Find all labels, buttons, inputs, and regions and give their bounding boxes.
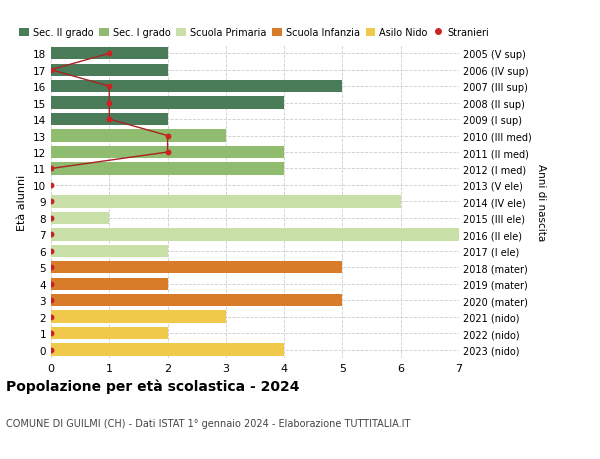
Point bbox=[104, 83, 114, 90]
Bar bbox=[51, 262, 343, 274]
Bar bbox=[51, 163, 284, 175]
Bar bbox=[51, 114, 167, 126]
Bar bbox=[51, 97, 284, 110]
Point bbox=[46, 182, 56, 189]
Bar bbox=[51, 245, 167, 257]
Bar bbox=[51, 146, 284, 159]
Point bbox=[46, 297, 56, 304]
Point bbox=[46, 247, 56, 255]
Point bbox=[104, 50, 114, 58]
Point bbox=[46, 198, 56, 206]
Point bbox=[46, 67, 56, 74]
Y-axis label: Anni di nascita: Anni di nascita bbox=[536, 163, 546, 241]
Point bbox=[46, 231, 56, 239]
Bar bbox=[51, 229, 459, 241]
Point bbox=[46, 280, 56, 288]
Bar bbox=[51, 48, 167, 60]
Point bbox=[163, 133, 172, 140]
Bar bbox=[51, 311, 226, 323]
Bar bbox=[51, 294, 343, 307]
Text: COMUNE DI GUILMI (CH) - Dati ISTAT 1° gennaio 2024 - Elaborazione TUTTITALIA.IT: COMUNE DI GUILMI (CH) - Dati ISTAT 1° ge… bbox=[6, 418, 410, 428]
Point bbox=[46, 264, 56, 271]
Point bbox=[46, 313, 56, 321]
Point bbox=[163, 149, 172, 157]
Point bbox=[104, 116, 114, 123]
Bar bbox=[51, 344, 284, 356]
Bar bbox=[51, 64, 167, 77]
Point bbox=[46, 215, 56, 222]
Bar bbox=[51, 196, 401, 208]
Text: Popolazione per età scolastica - 2024: Popolazione per età scolastica - 2024 bbox=[6, 379, 299, 393]
Point bbox=[104, 100, 114, 107]
Point bbox=[46, 165, 56, 173]
Bar bbox=[51, 212, 109, 224]
Bar bbox=[51, 327, 167, 340]
Y-axis label: Età alunni: Età alunni bbox=[17, 174, 28, 230]
Bar bbox=[51, 130, 226, 142]
Point bbox=[46, 330, 56, 337]
Bar bbox=[51, 81, 343, 93]
Legend: Sec. II grado, Sec. I grado, Scuola Primaria, Scuola Infanzia, Asilo Nido, Stran: Sec. II grado, Sec. I grado, Scuola Prim… bbox=[19, 28, 489, 38]
Point bbox=[46, 346, 56, 353]
Bar bbox=[51, 278, 167, 290]
